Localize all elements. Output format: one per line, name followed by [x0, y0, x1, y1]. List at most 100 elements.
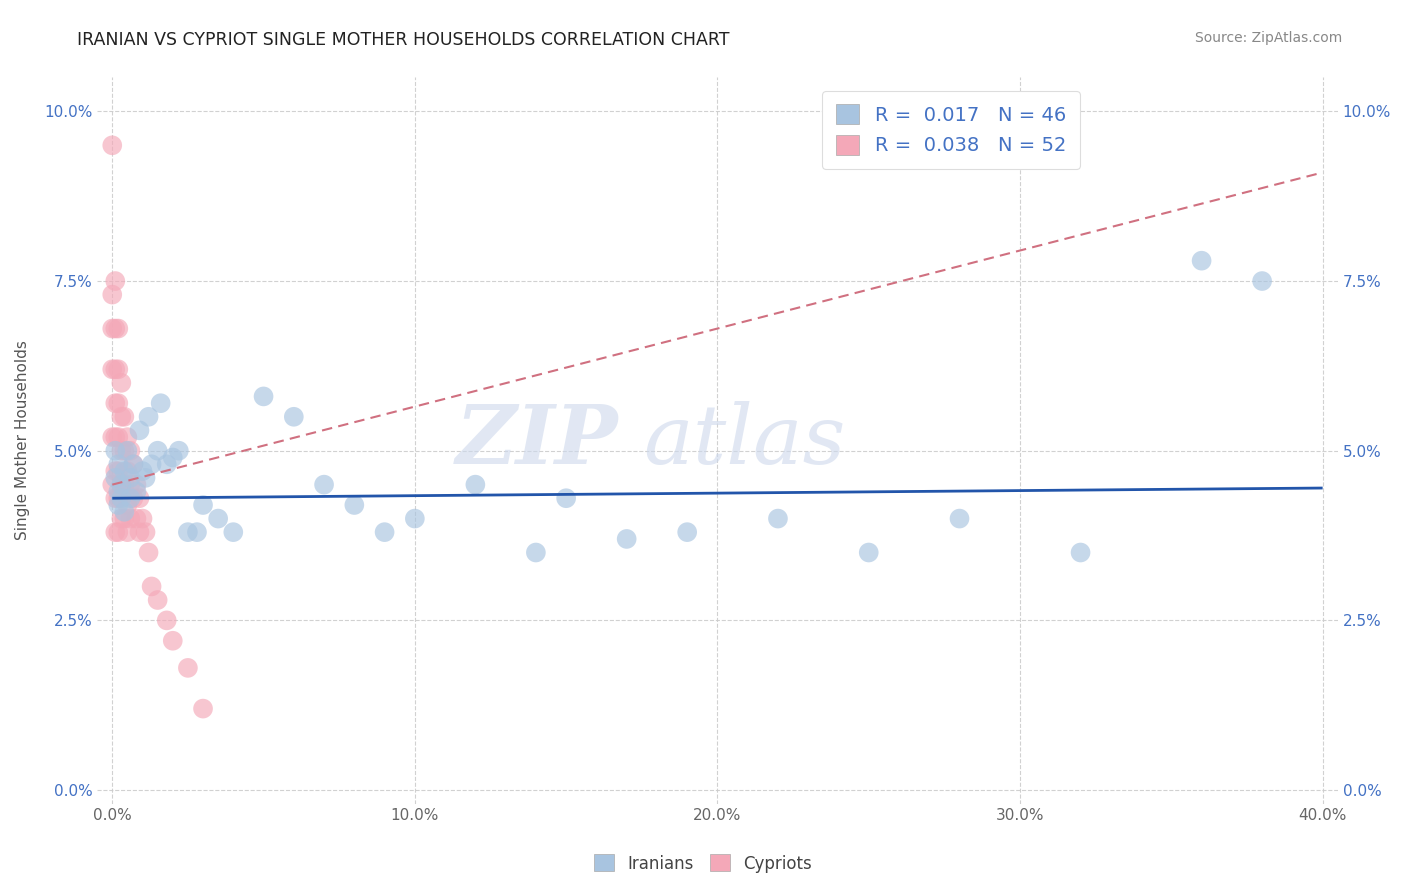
- Point: [177, 525, 200, 540]
- Text: Source: ZipAtlas.com: Source: ZipAtlas.com: [1195, 31, 1343, 45]
- Point: [107, 430, 129, 444]
- Point: [112, 511, 135, 525]
- Point: [110, 491, 132, 506]
- Point: [162, 450, 184, 465]
- Point: [117, 498, 139, 512]
- Point: [177, 661, 200, 675]
- Point: [120, 477, 142, 491]
- Point: [125, 484, 148, 499]
- Legend: Iranians, Cypriots: Iranians, Cypriots: [588, 847, 818, 880]
- Point: [122, 491, 145, 506]
- Point: [104, 471, 127, 485]
- Point: [252, 389, 274, 403]
- Legend: R =  0.017   N = 46, R =  0.038   N = 52: R = 0.017 N = 46, R = 0.038 N = 52: [823, 91, 1080, 169]
- Point: [191, 498, 214, 512]
- Point: [107, 457, 129, 471]
- Point: [948, 511, 970, 525]
- Point: [110, 409, 132, 424]
- Point: [107, 464, 129, 478]
- Point: [149, 396, 172, 410]
- Point: [191, 701, 214, 715]
- Point: [104, 443, 127, 458]
- Point: [112, 464, 135, 478]
- Point: [312, 477, 335, 491]
- Point: [120, 511, 142, 525]
- Point: [1191, 253, 1213, 268]
- Point: [162, 633, 184, 648]
- Point: [131, 464, 153, 478]
- Point: [207, 511, 229, 525]
- Y-axis label: Single Mother Households: Single Mother Households: [15, 341, 30, 541]
- Point: [101, 287, 124, 301]
- Point: [858, 545, 880, 559]
- Point: [107, 525, 129, 540]
- Text: IRANIAN VS CYPRIOT SINGLE MOTHER HOUSEHOLDS CORRELATION CHART: IRANIAN VS CYPRIOT SINGLE MOTHER HOUSEHO…: [77, 31, 730, 49]
- Point: [122, 457, 145, 471]
- Point: [131, 511, 153, 525]
- Point: [107, 362, 129, 376]
- Point: [117, 464, 139, 478]
- Point: [104, 464, 127, 478]
- Point: [1070, 545, 1092, 559]
- Point: [283, 409, 305, 424]
- Point: [156, 613, 179, 627]
- Text: ZIP: ZIP: [456, 401, 619, 481]
- Point: [101, 430, 124, 444]
- Point: [122, 457, 145, 471]
- Point: [404, 511, 426, 525]
- Point: [112, 505, 135, 519]
- Point: [120, 491, 142, 506]
- Point: [146, 443, 169, 458]
- Point: [101, 362, 124, 376]
- Point: [141, 457, 163, 471]
- Point: [167, 443, 190, 458]
- Point: [125, 477, 148, 491]
- Point: [125, 511, 148, 525]
- Point: [138, 409, 160, 424]
- Point: [146, 593, 169, 607]
- Point: [128, 423, 150, 437]
- Point: [112, 443, 135, 458]
- Point: [101, 321, 124, 335]
- Point: [112, 477, 135, 491]
- Point: [1251, 274, 1274, 288]
- Point: [104, 430, 127, 444]
- Point: [107, 484, 129, 499]
- Point: [107, 498, 129, 512]
- Point: [120, 471, 142, 485]
- Point: [104, 396, 127, 410]
- Point: [110, 477, 132, 491]
- Point: [128, 525, 150, 540]
- Point: [107, 491, 129, 506]
- Point: [138, 545, 160, 559]
- Point: [120, 443, 142, 458]
- Point: [141, 579, 163, 593]
- Point: [766, 511, 789, 525]
- Point: [616, 532, 638, 546]
- Point: [464, 477, 486, 491]
- Point: [110, 511, 132, 525]
- Point: [186, 525, 208, 540]
- Point: [104, 525, 127, 540]
- Point: [676, 525, 699, 540]
- Point: [135, 525, 157, 540]
- Point: [107, 396, 129, 410]
- Point: [374, 525, 396, 540]
- Point: [135, 471, 157, 485]
- Point: [117, 430, 139, 444]
- Point: [101, 477, 124, 491]
- Point: [104, 274, 127, 288]
- Point: [104, 321, 127, 335]
- Point: [110, 443, 132, 458]
- Point: [112, 409, 135, 424]
- Point: [104, 491, 127, 506]
- Point: [128, 491, 150, 506]
- Point: [222, 525, 245, 540]
- Point: [555, 491, 578, 506]
- Point: [110, 376, 132, 390]
- Point: [343, 498, 366, 512]
- Text: atlas: atlas: [643, 401, 845, 481]
- Point: [524, 545, 547, 559]
- Point: [101, 138, 124, 153]
- Point: [156, 457, 179, 471]
